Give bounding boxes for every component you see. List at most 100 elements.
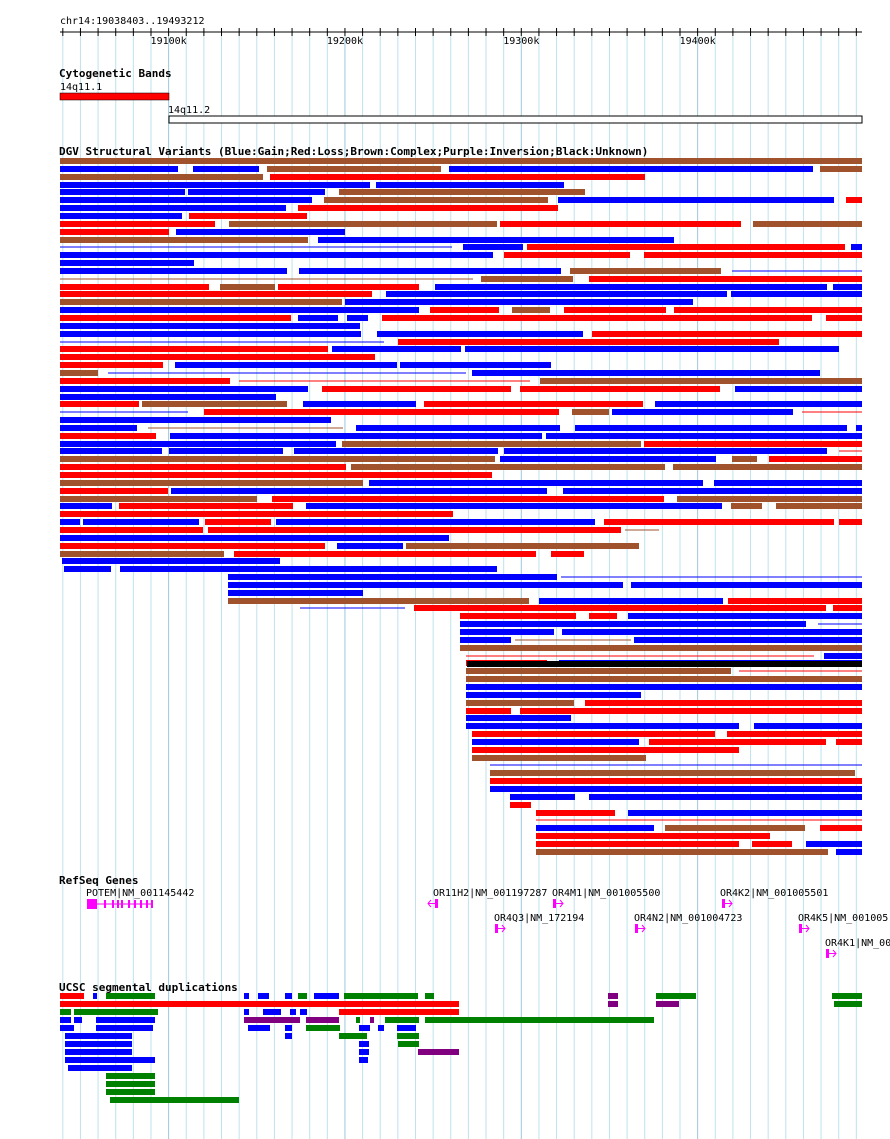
dgv-variant[interactable] [229, 221, 497, 227]
segdup-feature[interactable] [425, 993, 434, 999]
dgv-variant[interactable] [536, 825, 654, 831]
dgv-variant[interactable] [299, 268, 561, 274]
dgv-variant[interactable] [644, 441, 862, 447]
dgv-variant[interactable] [60, 299, 342, 305]
gene-glyph-potem-exon[interactable] [128, 900, 130, 908]
dgv-variant[interactable] [460, 645, 862, 651]
dgv-variant[interactable] [60, 221, 215, 227]
dgv-variant[interactable] [466, 668, 731, 674]
segdup-feature[interactable] [608, 1001, 618, 1007]
dgv-variant[interactable] [347, 315, 368, 321]
segdup-feature[interactable] [60, 1009, 71, 1015]
dgv-variant[interactable] [504, 252, 630, 258]
dgv-variant[interactable] [570, 268, 721, 274]
dgv-variant[interactable] [631, 582, 862, 588]
dgv-variant[interactable] [60, 307, 419, 313]
dgv-variant[interactable] [449, 166, 813, 172]
dgv-variant[interactable] [332, 346, 461, 352]
dgv-variant[interactable] [460, 629, 554, 635]
segdup-feature[interactable] [339, 1009, 459, 1015]
segdup-feature[interactable] [834, 1001, 862, 1007]
dgv-variant[interactable] [176, 229, 345, 235]
dgv-variant[interactable] [731, 503, 762, 509]
segdup-feature[interactable] [832, 993, 862, 999]
dgv-variant[interactable] [60, 189, 185, 195]
dgv-variant[interactable] [500, 456, 716, 462]
segdup-feature[interactable] [290, 1009, 296, 1015]
dgv-variant[interactable] [60, 268, 287, 274]
dgv-variant[interactable] [60, 425, 137, 431]
dgv-variant[interactable] [460, 621, 806, 627]
segdup-feature[interactable] [397, 1025, 416, 1031]
dgv-variant[interactable] [60, 456, 495, 462]
dgv-variant[interactable] [60, 511, 453, 517]
dgv-variant[interactable] [728, 598, 862, 604]
dgv-variant[interactable] [228, 598, 529, 604]
dgv-variant[interactable] [481, 276, 573, 282]
cytoband-14q11-1[interactable] [59, 92, 170, 101]
dgv-variant[interactable] [504, 448, 827, 454]
dgv-variant[interactable] [318, 237, 674, 243]
dgv-variant[interactable] [466, 676, 862, 682]
dgv-variant[interactable] [170, 433, 542, 439]
dgv-variant[interactable] [339, 189, 585, 195]
dgv-variant[interactable] [208, 527, 621, 533]
segdup-feature[interactable] [359, 1025, 370, 1031]
segdup-feature[interactable] [656, 993, 696, 999]
dgv-variant[interactable] [342, 441, 641, 447]
dgv-variant[interactable] [60, 503, 112, 509]
dgv-variant[interactable] [649, 739, 826, 745]
gene-glyph-or11h2[interactable] [435, 899, 438, 908]
segdup-feature[interactable] [74, 1017, 82, 1023]
dgv-variant[interactable] [60, 205, 286, 211]
segdup-feature[interactable] [244, 993, 249, 999]
dgv-variant[interactable] [754, 723, 862, 729]
segdup-feature[interactable] [60, 1017, 71, 1023]
dgv-variant[interactable] [806, 841, 862, 847]
dgv-variant[interactable] [536, 810, 615, 816]
segdup-feature[interactable] [656, 1001, 679, 1007]
segdup-feature[interactable] [425, 1017, 654, 1023]
segdup-feature[interactable] [65, 1057, 155, 1063]
dgv-variant[interactable] [60, 488, 168, 494]
segdup-feature[interactable] [93, 993, 97, 999]
segdup-feature[interactable] [258, 993, 269, 999]
segdup-feature[interactable] [385, 1017, 419, 1023]
dgv-variant[interactable] [546, 433, 862, 439]
dgv-variant[interactable] [267, 166, 441, 172]
dgv-variant[interactable] [472, 755, 646, 761]
dgv-variant[interactable] [846, 197, 862, 203]
dgv-variant[interactable] [677, 496, 862, 502]
dgv-variant[interactable] [298, 315, 338, 321]
segdup-feature[interactable] [96, 1025, 153, 1031]
dgv-variant[interactable] [490, 770, 855, 776]
dgv-variant[interactable] [435, 284, 827, 290]
dgv-variant[interactable] [644, 252, 862, 258]
dgv-variant[interactable] [753, 221, 862, 227]
dgv-variant[interactable] [337, 543, 403, 549]
dgv-variant[interactable] [169, 448, 283, 454]
dgv-variant[interactable] [270, 174, 645, 180]
dgv-variant[interactable] [472, 739, 639, 745]
dgv-variant[interactable] [119, 503, 293, 509]
dgv-variant[interactable] [60, 480, 363, 486]
dgv-variant[interactable] [836, 849, 862, 855]
segdup-feature[interactable] [244, 1009, 249, 1015]
dgv-variant[interactable] [60, 354, 375, 360]
segdup-feature[interactable] [244, 1017, 300, 1023]
gene-glyph-potem-exon[interactable] [146, 900, 148, 908]
dgv-variant[interactable] [472, 747, 739, 753]
dgv-variant[interactable] [466, 723, 739, 729]
dgv-variant[interactable] [60, 401, 139, 407]
dgv-variant[interactable] [540, 378, 862, 384]
gene-glyph-potem-exon[interactable] [134, 900, 136, 908]
dgv-variant[interactable] [612, 409, 793, 415]
dgv-variant[interactable] [60, 346, 328, 352]
dgv-variant[interactable] [228, 590, 363, 596]
dgv-variant[interactable] [306, 503, 722, 509]
segdup-feature[interactable] [106, 1081, 155, 1087]
dgv-variant[interactable] [589, 613, 617, 619]
dgv-variant[interactable] [527, 244, 845, 250]
dgv-variant[interactable] [430, 307, 499, 313]
dgv-variant[interactable] [60, 472, 492, 478]
